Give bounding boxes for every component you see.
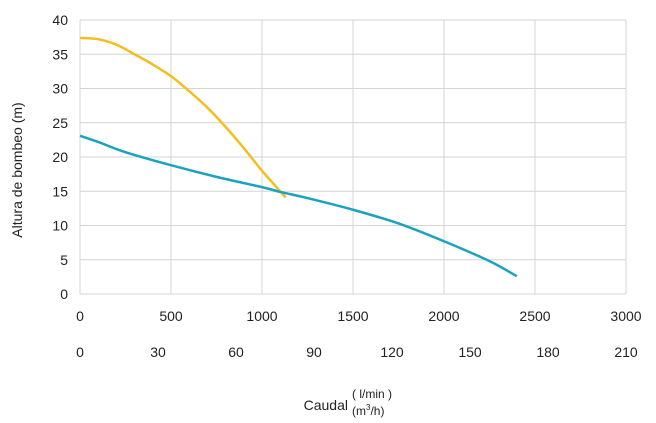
x-axis-title-main: Caudal [304, 397, 348, 413]
x-tick-label-m3h: 30 [150, 344, 166, 360]
y-axis-title: Altura de bombeo (m) [9, 102, 25, 237]
grid [79, 19, 627, 295]
x-tick-label-lmin: 3000 [610, 308, 641, 324]
x-tick-label-m3h: 120 [380, 344, 404, 360]
y-tick-label: 25 [52, 115, 68, 131]
x-tick-label-lmin: 0 [76, 308, 84, 324]
x-axis-unit-lmin: ( l/min ) [352, 387, 392, 401]
y-tick-label: 20 [52, 149, 68, 165]
x-tick-label-m3h: 180 [536, 344, 560, 360]
x-tick-label-lmin: 1000 [246, 308, 277, 324]
x-tick-label-lmin: 1500 [337, 308, 368, 324]
y-tick-label: 5 [60, 252, 68, 268]
x-tick-label-lmin: 500 [159, 308, 183, 324]
x-axis-title: Caudal ( l/min ) (m3/h) [304, 387, 392, 418]
x-tick-label-m3h: 90 [306, 344, 322, 360]
x-tick-label-lmin: 2500 [519, 308, 550, 324]
series-layer [79, 36, 518, 278]
series-line-1 [79, 36, 287, 199]
y-tick-label: 0 [60, 286, 68, 302]
x-tick-label-m3h: 0 [76, 344, 84, 360]
x-tick-label-m3h: 210 [614, 344, 638, 360]
y-tick-label: 40 [52, 12, 68, 28]
y-tick-label: 10 [52, 218, 68, 234]
series-line-2 [79, 134, 518, 278]
x-tick-label-m3h: 150 [458, 344, 482, 360]
x-tick-label-m3h: 60 [228, 344, 244, 360]
y-tick-label: 30 [52, 81, 68, 97]
y-tick-label: 15 [52, 183, 68, 199]
x-tick-label-lmin: 2000 [428, 308, 459, 324]
x-axis-unit-m3h: (m3/h) [352, 403, 384, 418]
y-tick-label: 35 [52, 46, 68, 62]
